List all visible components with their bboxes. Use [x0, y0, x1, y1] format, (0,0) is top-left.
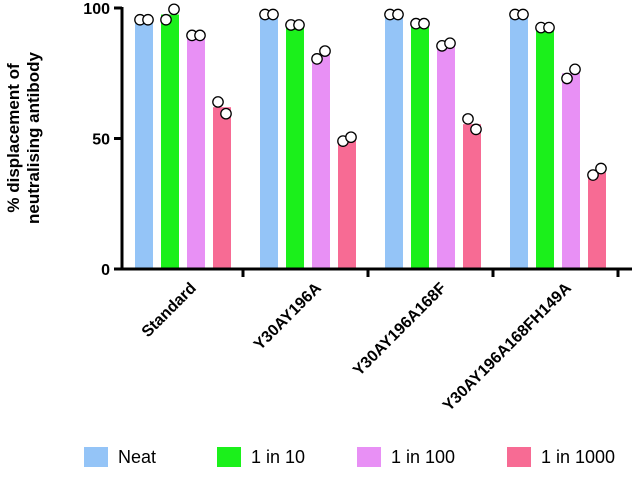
bar-4-4: [588, 172, 606, 269]
legend-swatch-3: [357, 447, 381, 467]
data-point-4-3-1: [462, 113, 474, 125]
legend-label-2: 1 in 10: [251, 447, 305, 467]
data-point-3-2-2: [319, 45, 331, 57]
legend-swatch-1: [84, 447, 108, 467]
bar-2-1: [161, 14, 179, 270]
y-axis-title-line-2: neutralising antibody: [24, 52, 43, 224]
data-point-4-1-1: [212, 96, 224, 108]
data-point-4-3-2: [470, 123, 482, 136]
bar-3-3: [437, 44, 455, 269]
legend-swatch-4: [507, 447, 531, 467]
bar-1-1: [135, 19, 153, 270]
data-point-2-1-2: [168, 3, 180, 16]
data-point-3-4-1: [561, 72, 573, 85]
legend-label-3: 1 in 100: [391, 447, 455, 467]
bar-2-3: [411, 23, 429, 269]
plot-area: [134, 3, 607, 270]
data-point-1-2-2: [267, 8, 279, 21]
data-point-4-4-1: [587, 169, 599, 181]
legend-label-4: 1 in 1000: [541, 447, 615, 467]
data-point-4-2-2: [345, 131, 357, 144]
x-category-label-3: Y30AY196A168F: [350, 280, 450, 380]
legend-swatch-2: [217, 447, 241, 467]
data-point-4-1-2: [220, 107, 232, 120]
data-point-2-1-1: [160, 13, 172, 26]
data-point-2-2-2: [293, 19, 305, 31]
legend-label-1: Neat: [118, 447, 156, 467]
y-tick-label-1: 0: [101, 262, 110, 279]
y-axis-title-line-1: % displacement of: [4, 63, 23, 213]
bar-4-2: [338, 139, 356, 269]
data-point-3-3-2: [444, 37, 456, 50]
y-axis-title: % displacement of neutralising antibody: [4, 52, 43, 224]
legend: Neat 1 in 10 1 in 100 1 in 1000: [84, 447, 615, 467]
data-point-3-2-1: [311, 53, 323, 65]
x-category-label-2: Y30AY196A: [251, 279, 325, 353]
bar-3-4: [562, 73, 580, 269]
x-category-label-1: Standard: [139, 280, 200, 341]
data-point-3-1-2: [194, 29, 206, 42]
data-point-1-4-2: [517, 8, 529, 21]
data-point-2-3-2: [418, 17, 430, 30]
x-category-label-4: Y30AY196A168FH149A: [440, 279, 575, 414]
bar-3-2: [312, 54, 330, 270]
data-point-2-4-2: [543, 21, 555, 34]
y-tick-label-3: 100: [83, 1, 110, 18]
bar-4-1: [213, 107, 231, 270]
bar-1-4: [510, 14, 528, 270]
bar-2-4: [536, 27, 554, 270]
data-point-4-4-2: [595, 162, 607, 175]
bar-2-2: [286, 24, 304, 270]
bar-1-2: [260, 14, 278, 270]
y-tick-label-2: 50: [92, 132, 110, 149]
data-point-1-1-2: [142, 13, 154, 26]
bar-4-3: [463, 124, 481, 270]
data-point-1-3-2: [392, 8, 404, 21]
bar-3-1: [187, 35, 205, 269]
data-point-3-4-2: [569, 63, 581, 76]
bar-1-3: [385, 14, 403, 270]
